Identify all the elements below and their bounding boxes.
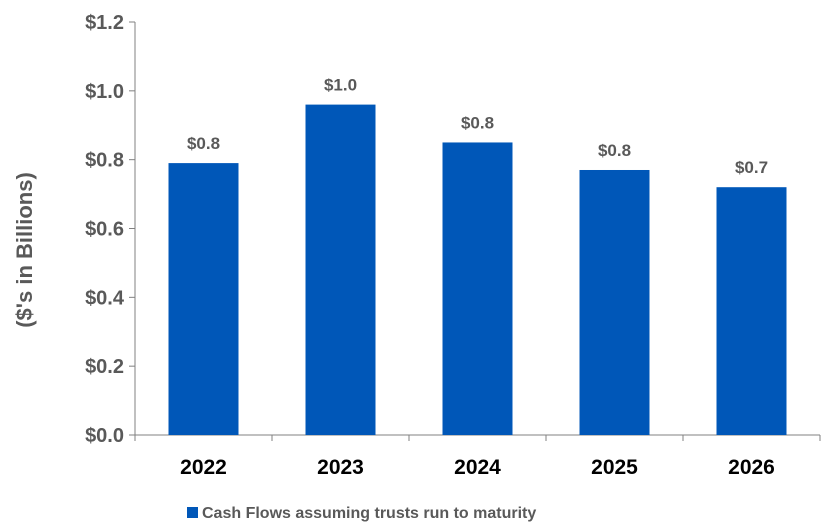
data-label-2025: $0.8 — [598, 141, 631, 160]
legend: Cash Flows assuming trusts run to maturi… — [187, 505, 536, 522]
y-tick-label: $1.2 — [85, 12, 124, 34]
x-tick-label-2023: 2023 — [317, 456, 364, 479]
x-tick-label-2024: 2024 — [454, 456, 501, 479]
y-tick-label: $0.8 — [85, 150, 124, 172]
data-label-2026: $0.7 — [735, 158, 768, 177]
y-axis-title: ($'s in Billions) — [12, 172, 37, 328]
data-label-2024: $0.8 — [461, 113, 494, 132]
bar-2025 — [579, 169, 650, 435]
legend-label: Cash Flows assuming trusts run to maturi… — [202, 505, 536, 522]
data-label-2023: $1.0 — [324, 76, 357, 95]
x-axis: 2022 2023 2024 2025 2026 — [134, 434, 821, 479]
bar-2022 — [168, 163, 239, 435]
y-tick-label: $0.4 — [85, 287, 125, 309]
legend-swatch — [187, 507, 198, 518]
bar-2023 — [305, 104, 376, 435]
bar-2024 — [442, 142, 513, 436]
bars-group: $0.8 $1.0 $0.8 $0.8 $0.7 — [168, 76, 787, 436]
y-tick-label: $0.0 — [85, 425, 124, 447]
x-tick-label-2022: 2022 — [180, 456, 227, 479]
y-tick-label: $1.0 — [85, 81, 124, 103]
x-tick-label-2025: 2025 — [591, 456, 638, 479]
bar-2026 — [716, 187, 787, 435]
data-label-2022: $0.8 — [187, 134, 220, 153]
y-axis: $0.0 $0.2 $0.4 $0.6 $0.8 $1.0 $1.2 — [85, 12, 136, 447]
x-tick-label-2026: 2026 — [728, 456, 775, 479]
y-tick-label: $0.6 — [85, 219, 124, 241]
y-tick-label: $0.2 — [85, 356, 124, 378]
